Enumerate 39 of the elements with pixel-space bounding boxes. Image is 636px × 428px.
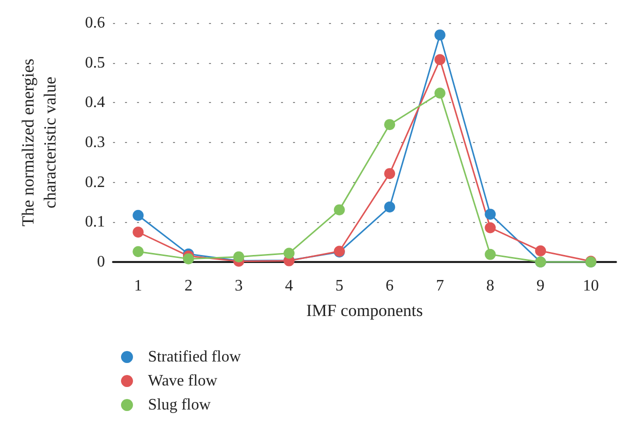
point <box>484 208 496 220</box>
x-tick-label: 3 <box>234 278 243 294</box>
point <box>434 54 446 66</box>
x-tick-label: 1 <box>134 278 142 294</box>
point <box>434 29 446 40</box>
legend-label: Slug flow <box>148 396 212 414</box>
x-tick-label: 7 <box>436 278 444 294</box>
point <box>182 253 194 264</box>
point <box>132 246 144 258</box>
y-tick-label: 0.6 <box>85 14 105 32</box>
point <box>334 204 345 216</box>
y-tick-label: 0 <box>97 254 105 270</box>
point <box>384 119 396 130</box>
point <box>535 245 546 256</box>
x-tick-label: 2 <box>184 278 192 294</box>
x-tick-label: 5 <box>335 278 344 294</box>
y-tick-label: 0.2 <box>85 174 105 191</box>
x-tick-label: 4 <box>285 278 294 294</box>
point <box>132 226 144 238</box>
point <box>284 248 295 259</box>
x-tick-label: 6 <box>386 278 394 294</box>
legend-label: Stratified flow <box>148 348 242 366</box>
point <box>484 222 496 234</box>
x-tick-label: 9 <box>536 278 545 294</box>
y-axis-title: The normalized energies characteristic value <box>18 58 60 226</box>
y-tick-label: 0.1 <box>85 214 105 231</box>
x-tick-label: 10 <box>582 278 599 294</box>
x-tick-label: 8 <box>486 278 494 294</box>
legend-label: Wave flow <box>148 372 218 390</box>
point <box>384 168 396 180</box>
y-tick-label: 0.3 <box>85 134 105 151</box>
y-tick-label: 0.5 <box>85 54 105 72</box>
point <box>384 202 396 213</box>
point <box>434 88 446 99</box>
point <box>132 210 144 221</box>
y-tick-label: 0.4 <box>85 94 105 112</box>
point <box>233 251 244 262</box>
x-axis-title: IMF components <box>306 301 423 320</box>
point <box>484 248 496 260</box>
